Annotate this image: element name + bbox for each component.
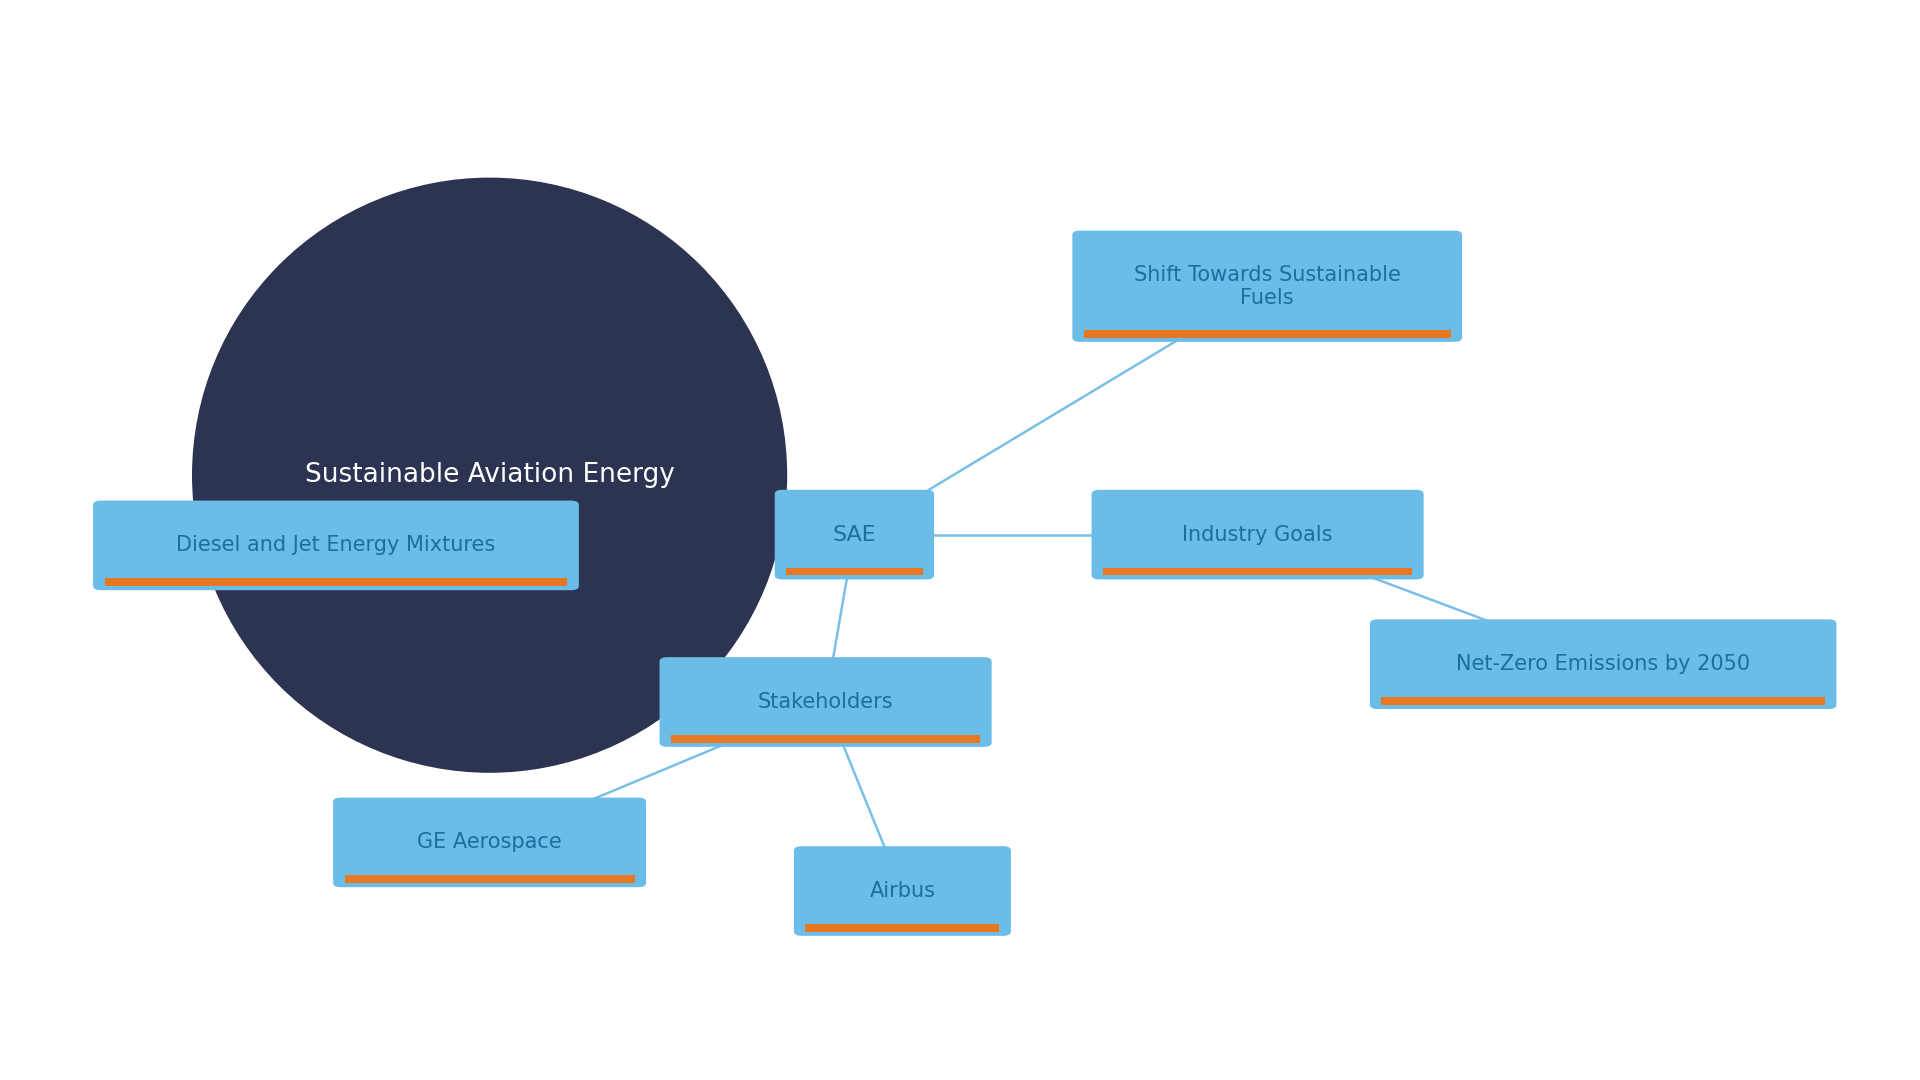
Text: SAE: SAE: [833, 525, 876, 544]
FancyBboxPatch shape: [660, 657, 991, 747]
FancyBboxPatch shape: [1091, 489, 1425, 579]
Text: Airbus: Airbus: [870, 881, 935, 901]
FancyBboxPatch shape: [92, 501, 580, 590]
FancyBboxPatch shape: [1083, 329, 1452, 337]
FancyBboxPatch shape: [1071, 231, 1463, 341]
Text: Industry Goals: Industry Goals: [1183, 525, 1332, 544]
Text: Sustainable Aviation Energy: Sustainable Aviation Energy: [305, 462, 674, 488]
FancyBboxPatch shape: [787, 568, 924, 575]
Text: Shift Towards Sustainable
Fuels: Shift Towards Sustainable Fuels: [1135, 265, 1400, 308]
Ellipse shape: [192, 177, 787, 773]
FancyBboxPatch shape: [1371, 619, 1836, 708]
FancyBboxPatch shape: [672, 734, 979, 743]
FancyBboxPatch shape: [104, 579, 568, 585]
FancyBboxPatch shape: [776, 489, 933, 579]
Text: GE Aerospace: GE Aerospace: [417, 833, 563, 852]
FancyBboxPatch shape: [334, 797, 645, 888]
FancyBboxPatch shape: [1102, 568, 1413, 575]
Text: Net-Zero Emissions by 2050: Net-Zero Emissions by 2050: [1455, 654, 1751, 674]
FancyBboxPatch shape: [1382, 698, 1824, 704]
Text: Stakeholders: Stakeholders: [758, 692, 893, 712]
FancyBboxPatch shape: [806, 923, 998, 931]
FancyBboxPatch shape: [346, 875, 634, 883]
FancyBboxPatch shape: [795, 847, 1010, 935]
Text: Diesel and Jet Energy Mixtures: Diesel and Jet Energy Mixtures: [177, 536, 495, 555]
